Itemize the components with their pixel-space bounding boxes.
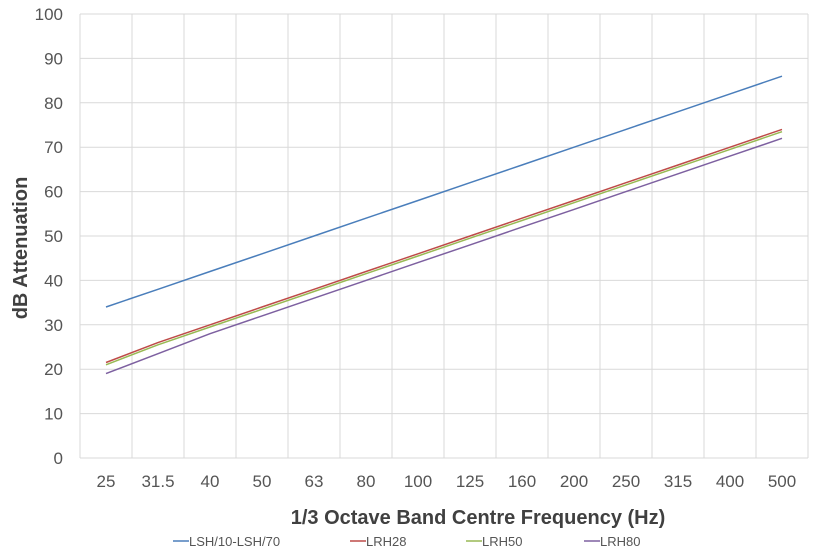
series-lines xyxy=(105,75,783,375)
x-tick-label: 400 xyxy=(716,472,744,491)
series-line-4 xyxy=(105,137,783,375)
y-tick-label: 20 xyxy=(44,360,63,379)
x-tick-label: 250 xyxy=(612,472,640,491)
y-tick-label: 40 xyxy=(44,271,63,290)
y-tick-label: 10 xyxy=(44,405,63,424)
x-axis-title: 1/3 Octave Band Centre Frequency (Hz) xyxy=(291,507,666,529)
x-axis-ticks: 25 31.5 40 50 63 80 100 125 160 200 250 315 400 500 xyxy=(97,472,797,491)
y-tick-label: 100 xyxy=(35,5,63,24)
legend-label: LSH/10-LSH/70 xyxy=(189,534,280,549)
series-line-2 xyxy=(105,128,783,364)
y-tick-label: 80 xyxy=(44,94,63,113)
grid xyxy=(79,13,809,459)
legend-label: LRH50 xyxy=(482,534,522,549)
y-tick-label: 90 xyxy=(44,49,63,68)
legend-label: LRH80 xyxy=(600,534,640,549)
x-tick-label: 160 xyxy=(508,472,536,491)
y-tick-label: 0 xyxy=(54,449,63,468)
y-axis-title: dB Attenuation xyxy=(10,177,32,320)
x-tick-label: 31.5 xyxy=(141,472,174,491)
x-tick-label: 80 xyxy=(357,472,376,491)
y-tick-label: 50 xyxy=(44,227,63,246)
x-tick-label: 50 xyxy=(253,472,272,491)
x-tick-label: 25 xyxy=(97,472,116,491)
series-line-1 xyxy=(105,75,783,308)
legend-label: LRH28 xyxy=(366,534,406,549)
x-tick-label: 500 xyxy=(768,472,796,491)
x-tick-label: 40 xyxy=(201,472,220,491)
x-tick-label: 315 xyxy=(664,472,692,491)
x-tick-label: 200 xyxy=(560,472,588,491)
series-line-3 xyxy=(105,130,783,366)
y-tick-label: 30 xyxy=(44,316,63,335)
y-tick-label: 60 xyxy=(44,183,63,202)
x-tick-label: 125 xyxy=(456,472,484,491)
y-axis-ticks: 0 10 20 30 40 50 60 70 80 90 100 xyxy=(35,5,63,468)
legend: LSH/10-LSH/70 LRH28 LRH50 LRH80 xyxy=(173,534,640,549)
x-tick-label: 100 xyxy=(404,472,432,491)
y-tick-label: 70 xyxy=(44,138,63,157)
x-tick-label: 63 xyxy=(305,472,324,491)
